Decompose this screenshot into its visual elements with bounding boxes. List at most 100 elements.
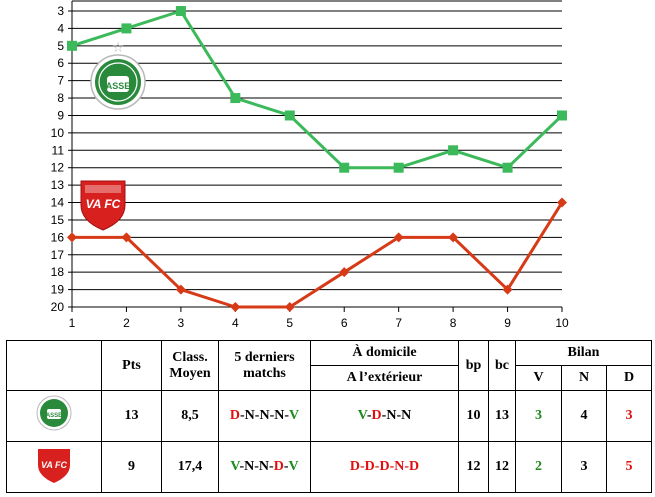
asse-point: [502, 162, 513, 173]
header-bilan: Bilan: [515, 339, 652, 367]
vafc-point: [67, 232, 77, 243]
y-tick-label: 15: [51, 213, 65, 227]
form-separator: -: [239, 407, 245, 423]
form-separator: -: [404, 458, 410, 474]
bc-value: 13: [488, 390, 516, 442]
draws-value: 4: [561, 390, 607, 442]
form-result: D: [229, 407, 240, 423]
header-away: A l’extérieur: [310, 365, 459, 392]
y-tick-label: 18: [51, 265, 65, 279]
asse-logo-icon: ASSE ☆: [90, 40, 146, 110]
form-result: D: [273, 458, 284, 474]
bp-value: 12: [458, 440, 489, 494]
class-value: 17,4: [161, 440, 219, 494]
asse-point: [121, 23, 132, 34]
form-result: N: [274, 407, 285, 423]
stats-table: Pts Class. Moyen 5 derniers matchs À domic…: [6, 339, 652, 494]
form-separator: -: [254, 458, 259, 474]
header-home: À domicile: [310, 339, 459, 367]
vafc-logo-icon: VA FC: [38, 449, 70, 484]
team-logo-cell: VA FC: [6, 440, 102, 494]
form-result: D: [371, 407, 382, 423]
header-pts: Pts: [101, 339, 162, 392]
y-tick-label: 9: [57, 108, 64, 122]
header-class-line1: Class.: [172, 349, 208, 365]
y-tick-label: 3: [57, 4, 64, 18]
x-tick-label: 1: [69, 316, 76, 330]
bc-value: 12: [488, 440, 516, 494]
vafc-point: [175, 284, 186, 295]
asse-logo-icon: ASSE: [36, 395, 72, 431]
form-separator: -: [374, 458, 380, 474]
header-class-line2: Moyen: [169, 365, 211, 381]
form-result: N: [386, 407, 397, 423]
last5-value: V-N-N-D-V: [218, 440, 311, 494]
chart-gridlines: [71, 0, 562, 308]
y-tick-label: 17: [51, 248, 65, 262]
pts-value: 9: [101, 440, 162, 494]
team-logo-cell: ASSE: [6, 390, 102, 442]
y-tick-label: 6: [57, 56, 64, 70]
table-row: VA FC 9 17,4 V-N-N-D-V D-D-D-N-D 12 12 2…: [6, 440, 652, 494]
form-separator: -: [283, 458, 289, 474]
header-n: N: [561, 365, 607, 392]
y-tick-label: 16: [51, 230, 65, 244]
vafc-point: [284, 302, 295, 312]
vafc-point: [448, 232, 459, 243]
vafc-series-line: [72, 201, 564, 309]
asse-point: [67, 40, 77, 51]
form-result: N: [259, 407, 270, 423]
x-tick-label: 8: [450, 316, 457, 330]
form-result: D: [364, 458, 375, 474]
asse-point: [393, 162, 404, 173]
form-result: N: [394, 458, 405, 474]
x-tick-label: 10: [555, 316, 569, 330]
form-result: N: [258, 458, 270, 474]
header-last5-line2: matchs: [243, 365, 286, 381]
table-row: ASSE 13 8,5 D-N-N-N-V V-D-N-N 10 13 3 4 …: [6, 390, 652, 442]
form-result: V: [289, 407, 300, 423]
losses-value: 5: [606, 440, 652, 494]
venue-value: V-D-N-N: [310, 390, 459, 442]
form-separator: -: [359, 458, 365, 474]
class-value: 8,5: [161, 390, 219, 442]
asse-point: [284, 110, 295, 121]
y-axis-ticks: 3 4 5 6 7 8 9 10 11 12 13 14 15 16 17 18 19 20: [51, 4, 72, 314]
header-v: V: [515, 365, 562, 392]
x-tick-label: 7: [395, 316, 402, 330]
y-tick-label: 5: [57, 39, 64, 53]
x-tick-label: 5: [286, 316, 293, 330]
form-separator: -: [389, 458, 395, 474]
form-separator: -: [381, 407, 387, 423]
vafc-point: [557, 197, 567, 208]
form-result: D: [379, 458, 390, 474]
chart-series: [67, 6, 567, 312]
form-result: V: [230, 458, 240, 474]
form-separator: -: [239, 458, 245, 474]
y-tick-label: 11: [52, 143, 65, 157]
form-result: D: [409, 458, 420, 474]
vafc-point: [502, 284, 513, 295]
x-tick-label: 9: [504, 316, 511, 330]
x-tick-label: 2: [123, 316, 130, 330]
header-team-cell: [6, 339, 102, 392]
form-separator: -: [396, 407, 402, 423]
y-tick-label: 8: [57, 91, 64, 105]
form-result: N: [244, 458, 255, 474]
form-result: N: [244, 407, 255, 423]
header-last5-line1: 5 derniers: [234, 349, 295, 365]
vafc-point: [121, 232, 132, 243]
bp-value: 10: [458, 390, 489, 442]
asse-point: [175, 6, 186, 16]
form-separator: -: [254, 407, 260, 423]
wins-value: 2: [515, 440, 562, 494]
losses-value: 3: [606, 390, 652, 442]
y-tick-label: 10: [51, 126, 65, 140]
venue-value: D-D-D-N-D: [310, 440, 459, 494]
y-tick-label: 19: [51, 283, 65, 297]
asse-point: [230, 93, 241, 104]
vafc-logo-icon: VA FC: [80, 180, 126, 231]
header-d: D: [606, 365, 652, 392]
svg-text:VA FC: VA FC: [86, 197, 121, 211]
